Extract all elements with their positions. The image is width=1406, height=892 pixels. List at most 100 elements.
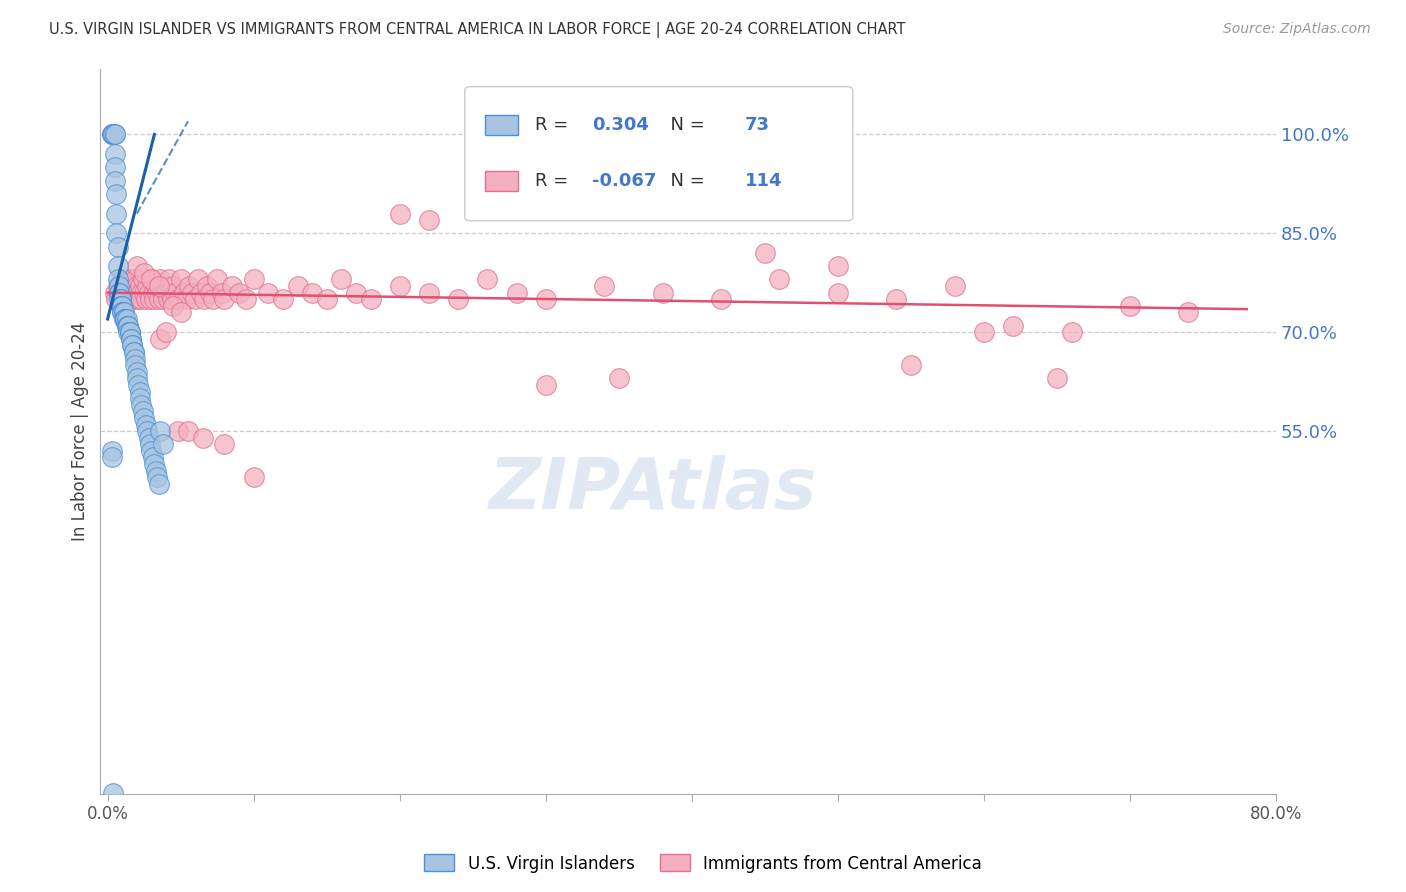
Point (124, 358, 146, 372)
Point (235, 292, 257, 306)
Point (148, 279, 170, 293)
Point (112, 285, 135, 300)
Point (135, 417, 157, 432)
Point (108, 285, 131, 300)
Point (141, 272, 163, 286)
Point (125, 285, 148, 300)
FancyBboxPatch shape (485, 115, 517, 136)
Point (142, 450, 165, 465)
Point (162, 299, 184, 313)
Point (103, 128, 125, 142)
Point (111, 299, 134, 313)
Point (128, 384, 150, 399)
Point (884, 292, 907, 306)
Point (129, 292, 152, 306)
FancyBboxPatch shape (465, 87, 853, 221)
Point (214, 437, 236, 451)
Point (170, 305, 193, 319)
Point (124, 351, 146, 366)
Point (943, 279, 966, 293)
Point (155, 285, 177, 300)
Point (118, 325, 141, 339)
Point (315, 292, 337, 306)
Text: Source: ZipAtlas.com: Source: ZipAtlas.com (1223, 22, 1371, 37)
Point (191, 431, 214, 445)
Text: 73: 73 (745, 116, 769, 134)
Point (447, 292, 470, 306)
Point (105, 292, 128, 306)
Point (110, 292, 132, 306)
Point (187, 272, 209, 286)
Point (107, 272, 129, 286)
Point (105, 186, 128, 201)
Point (104, 161, 127, 175)
Point (118, 285, 141, 300)
Point (124, 272, 146, 286)
Y-axis label: In Labor Force | Age 20-24: In Labor Force | Age 20-24 (72, 321, 89, 541)
Point (120, 332, 142, 346)
Point (115, 318, 138, 333)
Point (143, 457, 166, 471)
Point (125, 365, 148, 379)
Point (973, 325, 995, 339)
Point (141, 272, 163, 286)
Point (153, 279, 176, 293)
Point (121, 338, 143, 352)
Point (131, 404, 153, 418)
Text: R =: R = (536, 172, 574, 190)
Point (149, 332, 172, 346)
Point (104, 173, 127, 187)
Point (145, 464, 167, 478)
Point (127, 292, 149, 306)
Point (134, 266, 156, 280)
Point (193, 292, 215, 306)
Point (101, 443, 124, 458)
Point (534, 378, 557, 392)
Text: -0.067: -0.067 (592, 172, 657, 190)
Point (344, 285, 367, 300)
Point (198, 285, 221, 300)
Point (149, 424, 172, 438)
Point (117, 292, 139, 306)
Point (827, 260, 849, 274)
Point (118, 325, 141, 339)
Point (118, 272, 141, 286)
Point (418, 213, 440, 227)
Point (1002, 318, 1025, 333)
Point (148, 476, 170, 491)
Point (176, 292, 198, 306)
Point (101, 450, 124, 465)
Point (131, 272, 153, 286)
Point (108, 285, 131, 300)
Point (228, 285, 250, 300)
Point (330, 272, 353, 286)
Point (146, 470, 169, 484)
Point (111, 272, 134, 286)
Point (177, 424, 200, 438)
Point (195, 279, 218, 293)
Point (129, 398, 152, 412)
Point (827, 285, 849, 300)
Point (257, 285, 280, 300)
Point (156, 292, 179, 306)
Point (360, 292, 382, 306)
Point (141, 443, 163, 458)
Point (162, 279, 184, 293)
Point (301, 285, 323, 300)
Point (900, 358, 922, 372)
Point (120, 332, 142, 346)
Point (115, 312, 138, 326)
Point (110, 299, 132, 313)
Point (768, 272, 790, 286)
Point (152, 437, 174, 451)
Point (107, 239, 129, 253)
Text: R =: R = (536, 116, 574, 134)
Point (149, 272, 172, 286)
Point (110, 292, 132, 306)
Point (125, 260, 148, 274)
Point (103, 128, 125, 142)
Point (211, 285, 233, 300)
Point (108, 292, 131, 306)
Point (114, 312, 136, 326)
Point (111, 299, 134, 313)
